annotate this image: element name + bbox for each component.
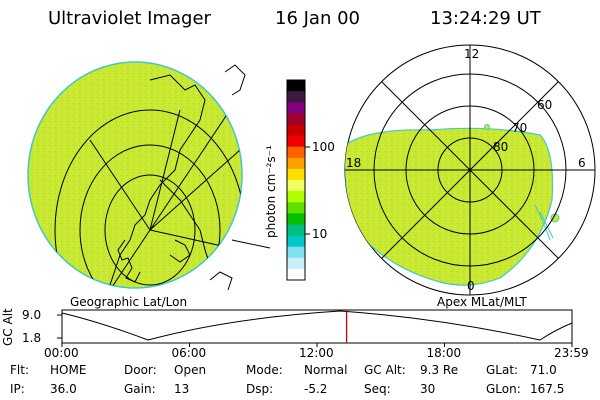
info-value: Normal [304, 363, 348, 377]
altitude-curve [61, 310, 573, 341]
colorbar-segment [287, 80, 305, 92]
lon-line [89, 139, 151, 231]
colorbar-segment [287, 157, 305, 170]
info-value: HOME [50, 363, 87, 377]
lon-line [149, 149, 241, 231]
info-label: Flt: [10, 363, 29, 377]
colorbar-tick-label: 100 [312, 140, 335, 154]
info-label: Seq: [364, 382, 391, 396]
lon-line [231, 239, 271, 249]
info-label: IP: [10, 382, 25, 396]
colorbar-segment [287, 246, 305, 259]
coastline [169, 239, 191, 263]
colorbar-segment [287, 213, 305, 225]
geographic-caption: Geographic Lat/Lon [70, 295, 188, 309]
mlt-label-18: 18 [346, 156, 362, 170]
y-tick-label: 1.8 [22, 331, 42, 345]
polar-plot [344, 44, 596, 296]
colorbar-segment [287, 102, 305, 114]
coastline [159, 179, 211, 266]
image-date: 16 Jan 00 [275, 8, 360, 29]
x-tick-label: 12:00 [299, 346, 334, 360]
info-label: Mode: [246, 363, 283, 377]
colorbar-segment [287, 146, 305, 159]
x-tick-label: 23:59 [554, 346, 589, 360]
mlt-label-6: 6 [578, 156, 586, 170]
mlt-line [381, 81, 559, 259]
colorbar-segment [287, 91, 305, 103]
lon-line [149, 109, 181, 231]
colorbar-segment [287, 235, 305, 248]
colorbar-segment [287, 180, 305, 192]
polar-caption: Apex MLat/MLT [437, 295, 527, 309]
info-value: 36.0 [50, 382, 77, 396]
mlt-label-0: 0 [467, 279, 475, 293]
coastline [117, 239, 141, 283]
x-tick-label: 00:00 [44, 346, 79, 360]
mlat-label-70: 70 [512, 121, 528, 135]
coastline [224, 64, 246, 96]
lon-line [109, 229, 151, 288]
info-label: Gain: [124, 382, 156, 396]
colorbar-segment [287, 113, 305, 125]
info-label: Dsp: [246, 382, 274, 396]
colorbar-segment [287, 202, 305, 214]
info-value: 167.5 [530, 382, 565, 396]
colorbar-segment [287, 124, 305, 137]
colorbar-segment [287, 191, 305, 203]
info-label: Door: [124, 363, 157, 377]
info-value: 71.0 [530, 363, 557, 377]
colorbar-tick-label: 10 [312, 227, 328, 241]
x-tick-label: 06:00 [171, 346, 207, 360]
lat-circle [104, 174, 196, 286]
geographic-image [27, 61, 271, 291]
info-label: GLon: [486, 382, 521, 396]
x-tick-label: 18:00 [426, 346, 462, 360]
info-value: Open [174, 363, 207, 377]
coastline [204, 69, 231, 96]
mlat-label-80: 80 [493, 140, 509, 154]
colorbar-segment [287, 168, 305, 181]
info-value: 9.3 Re [420, 363, 459, 377]
instrument-title: Ultraviolet Imager [48, 8, 211, 29]
info-label: GLat: [486, 363, 519, 377]
colorbar-segment [287, 135, 305, 148]
info-value: -5.2 [304, 382, 328, 396]
colorbar-unit-label: photon cm⁻²s⁻¹ [264, 145, 278, 238]
emission-spot [484, 124, 490, 130]
lat-circle [79, 144, 221, 288]
mlat-label-60: 60 [537, 98, 553, 112]
colorbar-segment [287, 257, 305, 270]
colorbar-segment [287, 268, 305, 281]
y-tick-label: 9.0 [22, 308, 42, 322]
coastline [209, 271, 233, 291]
colorbar [286, 79, 310, 281]
info-value: 13 [174, 382, 190, 396]
colorbar-segment [287, 224, 305, 237]
coastline [109, 74, 206, 286]
timeline-axis-label: GC Alt [1, 308, 15, 346]
lat-circle [54, 109, 242, 288]
lon-line [149, 109, 231, 231]
image-time: 13:24:29 UT [430, 8, 541, 29]
info-value: 30 [420, 382, 436, 396]
mlt-label-12: 12 [464, 47, 480, 61]
timeline-plot [57, 309, 573, 347]
info-label: GC Alt: [364, 363, 406, 377]
